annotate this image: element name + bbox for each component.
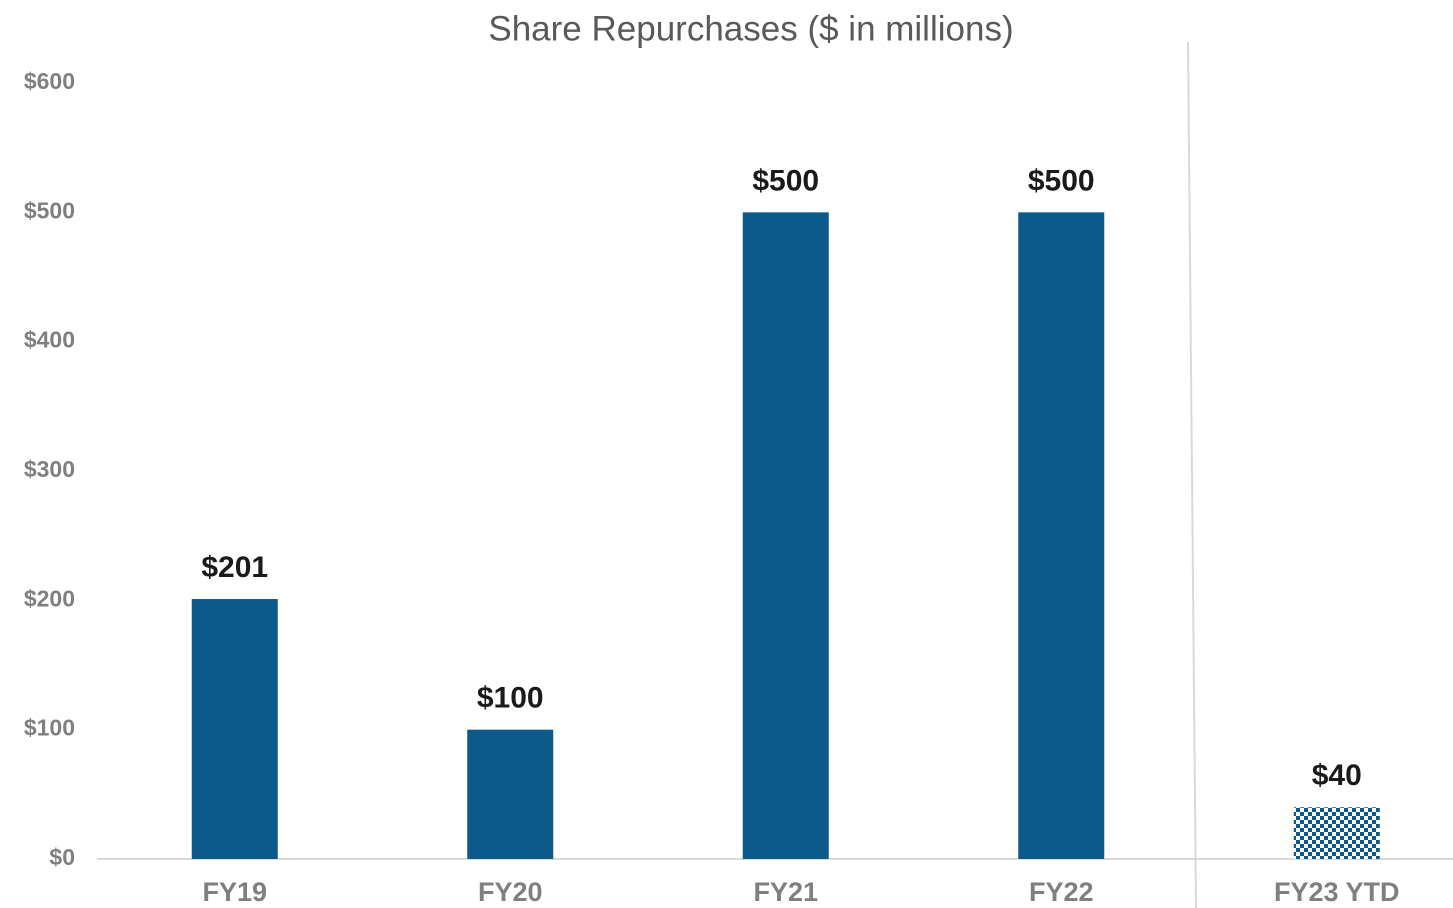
period-separator <box>1187 41 1197 908</box>
bar <box>742 212 829 860</box>
y-tick-label: $400 <box>24 327 75 353</box>
data-label: $201 <box>201 551 268 584</box>
y-tick-label: $0 <box>49 844 75 870</box>
x-tick-label: FY21 <box>753 877 818 907</box>
data-label: $500 <box>1028 164 1095 197</box>
y-tick-label: $200 <box>24 585 75 611</box>
data-label: $40 <box>1312 759 1362 792</box>
bar <box>1018 212 1105 860</box>
bar <box>1293 807 1380 859</box>
chart-title: Share Repurchases ($ in millions) <box>488 9 1013 48</box>
x-tick-label: FY23 YTD <box>1274 877 1400 907</box>
data-label: $500 <box>752 164 819 197</box>
bar <box>467 729 554 859</box>
y-tick-label: $600 <box>24 68 75 94</box>
data-label: $100 <box>477 682 544 715</box>
y-tick-label: $300 <box>24 456 75 482</box>
bar <box>191 599 278 859</box>
x-tick-label: FY19 <box>202 877 267 907</box>
y-tick-label: $500 <box>24 197 75 223</box>
x-tick-label: FY22 <box>1029 877 1094 907</box>
y-tick-label: $100 <box>24 715 75 741</box>
x-tick-label: FY20 <box>478 877 543 907</box>
